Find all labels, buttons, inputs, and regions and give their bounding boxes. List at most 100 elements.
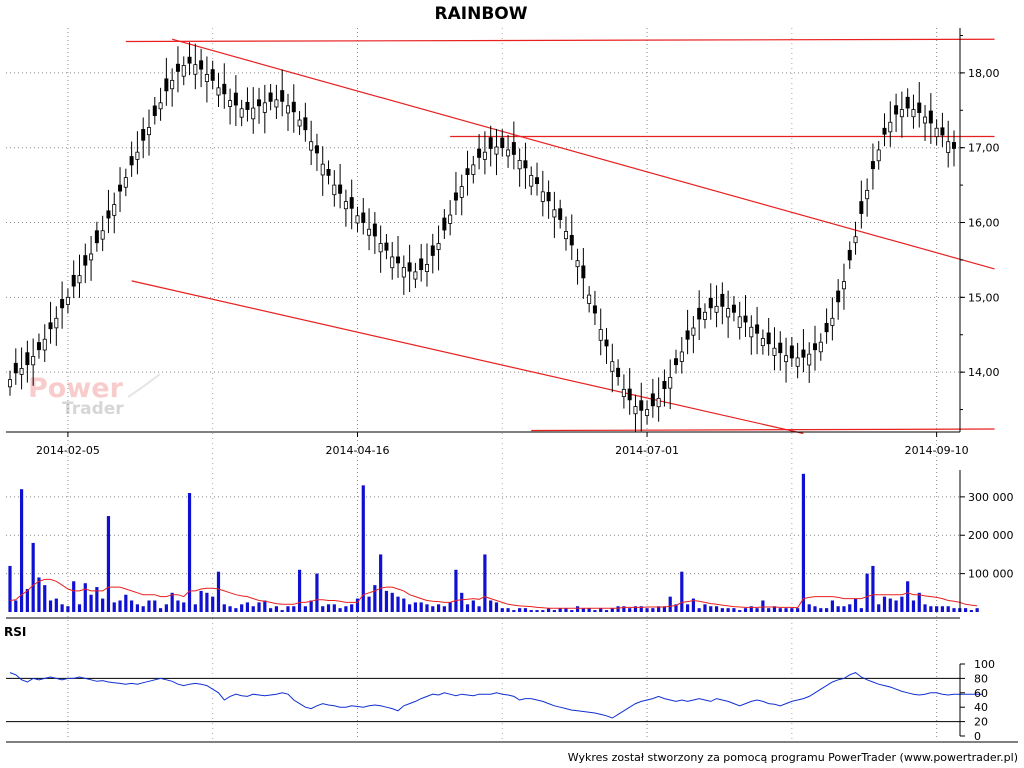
volume-bar bbox=[211, 596, 215, 612]
candle-body bbox=[847, 249, 852, 261]
candle-body bbox=[946, 141, 951, 153]
candle-body bbox=[118, 184, 123, 192]
volume-bar bbox=[506, 608, 510, 612]
candle-body bbox=[952, 142, 956, 149]
candle-body bbox=[430, 245, 435, 256]
volume-bar bbox=[923, 604, 927, 612]
candle-body bbox=[662, 381, 667, 390]
candle-body bbox=[465, 168, 470, 176]
volume-bar bbox=[396, 596, 400, 612]
volume-bar bbox=[361, 485, 365, 612]
volume-bar bbox=[292, 606, 296, 612]
candle-body bbox=[355, 215, 360, 224]
volume-bar bbox=[274, 606, 279, 612]
volume-bar bbox=[662, 606, 667, 612]
volume-bar bbox=[882, 596, 887, 612]
volume-bar bbox=[118, 600, 122, 612]
volume-bar bbox=[326, 604, 331, 612]
candle-body bbox=[685, 330, 690, 340]
volume-bar bbox=[547, 608, 551, 612]
volume-bar bbox=[865, 573, 869, 612]
volume-bar bbox=[575, 606, 580, 612]
volume-bar bbox=[523, 608, 528, 612]
candle-body bbox=[494, 146, 499, 155]
candle-body bbox=[743, 315, 748, 323]
rsi-tick-label: 20 bbox=[974, 716, 988, 729]
volume-bar bbox=[101, 598, 105, 612]
volume-bar bbox=[89, 594, 93, 612]
candle-body bbox=[291, 101, 296, 113]
powertrader-watermark: Power Trader bbox=[28, 373, 161, 419]
candle-body bbox=[424, 264, 429, 272]
candle-body bbox=[569, 234, 574, 246]
volume-bar bbox=[529, 610, 533, 612]
volume-bar bbox=[8, 565, 12, 612]
volume-bar bbox=[512, 610, 516, 612]
volume-bar bbox=[813, 606, 817, 612]
candle-body bbox=[610, 361, 615, 372]
volume-bar bbox=[263, 600, 267, 612]
volume-bar bbox=[784, 608, 788, 612]
date-tick-label: 2014-07-01 bbox=[615, 444, 679, 457]
volume-bar bbox=[836, 606, 840, 612]
candle-body bbox=[702, 311, 707, 320]
volume-axis: 100 000 200 000 300 000 bbox=[6, 470, 1014, 619]
volume-grid bbox=[6, 496, 960, 575]
volume-bar bbox=[297, 569, 302, 612]
candle-body bbox=[228, 100, 233, 107]
candle-body bbox=[546, 192, 551, 202]
candle-body bbox=[303, 117, 308, 131]
volume-bar bbox=[19, 489, 24, 612]
candle-body bbox=[523, 160, 528, 169]
candle-body bbox=[766, 332, 771, 345]
volume-bar bbox=[251, 606, 255, 612]
candle-body bbox=[419, 258, 424, 271]
volume-bar bbox=[593, 610, 597, 612]
volume-bar bbox=[888, 598, 892, 612]
volume-bar bbox=[141, 606, 145, 612]
rsi-tick-label: 60 bbox=[974, 687, 988, 700]
volume-bar bbox=[257, 602, 261, 612]
volume-bar bbox=[541, 610, 545, 612]
volume-bar bbox=[807, 604, 811, 612]
volume-bar bbox=[135, 604, 140, 612]
volume-ma-line bbox=[9, 578, 978, 609]
volume-bar bbox=[419, 602, 423, 612]
candle-body bbox=[309, 141, 314, 151]
volume-bar bbox=[269, 608, 273, 612]
volume-bar bbox=[963, 608, 968, 612]
volume-bar bbox=[338, 608, 342, 612]
candle-body bbox=[928, 110, 933, 124]
volume-bar bbox=[425, 604, 429, 612]
candle-body bbox=[343, 201, 348, 210]
candle-body bbox=[245, 101, 250, 110]
volume-bar bbox=[384, 590, 389, 612]
candle-body bbox=[216, 87, 221, 96]
candle-body bbox=[737, 316, 742, 328]
candle-body bbox=[720, 293, 725, 307]
candle-body bbox=[320, 163, 325, 176]
volume-bar bbox=[587, 608, 591, 612]
candle-body bbox=[621, 388, 626, 397]
volume-bar bbox=[755, 608, 759, 612]
volume-bar bbox=[66, 606, 70, 612]
candle-body bbox=[853, 236, 858, 244]
candle-body bbox=[367, 228, 372, 236]
trendline bbox=[531, 428, 995, 432]
candle-body bbox=[876, 149, 881, 162]
volume-bar bbox=[193, 604, 197, 612]
candle-body bbox=[894, 105, 899, 115]
volume-bar bbox=[77, 604, 82, 612]
candle-body bbox=[813, 343, 818, 351]
price-tick-label: 15,00 bbox=[968, 291, 1000, 304]
candle-body bbox=[587, 294, 592, 304]
volume-bar bbox=[315, 573, 319, 612]
candle-body bbox=[674, 358, 679, 366]
candle-body bbox=[679, 351, 684, 362]
volume-bar bbox=[500, 608, 504, 612]
candle-body bbox=[639, 400, 644, 411]
rsi-label: RSI bbox=[4, 625, 26, 639]
candle-body bbox=[112, 204, 117, 216]
candle-body bbox=[181, 65, 186, 77]
candle-body bbox=[239, 108, 244, 118]
